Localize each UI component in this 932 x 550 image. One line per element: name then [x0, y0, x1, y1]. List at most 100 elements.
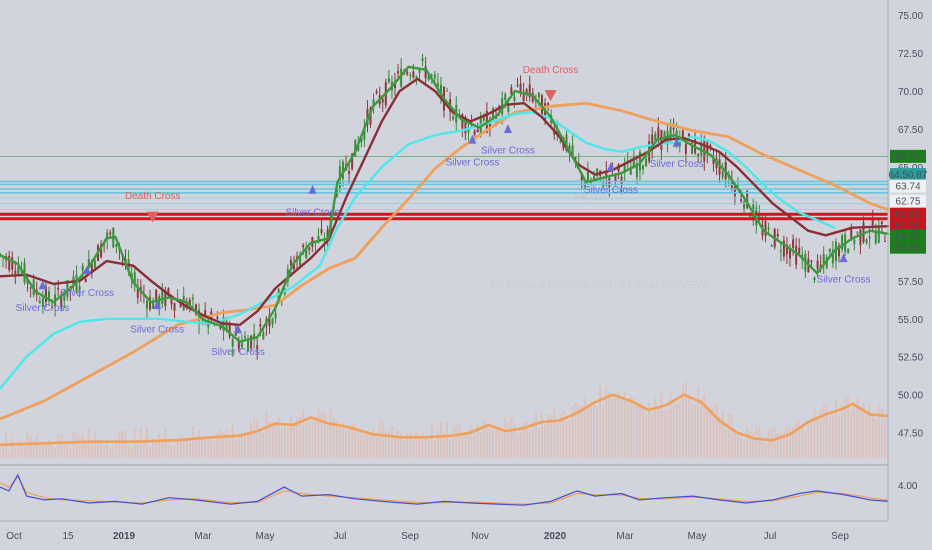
candle-body [228, 323, 231, 337]
watermark-subtitle: EC DEMA & (CALCULATED BY TRADINGVIEW) [491, 280, 709, 291]
candle-body [363, 126, 366, 140]
candle-body [476, 129, 479, 133]
candle-body [657, 127, 660, 142]
volume-bar [574, 402, 577, 459]
silver-cross-marker [308, 184, 317, 194]
volume-bar [822, 404, 825, 459]
volume-bar [195, 436, 197, 459]
candle-body [421, 58, 424, 61]
volume-bar [498, 430, 501, 459]
volume-bar [121, 429, 124, 459]
volume-bar [296, 418, 298, 459]
volume-bar [222, 432, 225, 459]
volume-bar [856, 397, 859, 459]
volume-bar [23, 446, 26, 459]
candle-body [302, 245, 305, 248]
candle-body [874, 232, 877, 244]
candle-body [274, 313, 277, 319]
volume-bar [440, 422, 442, 459]
volume-bar [700, 398, 703, 459]
volume-bar [492, 429, 494, 459]
candle-body [247, 339, 250, 352]
candle-body [292, 263, 295, 270]
volume-bar [32, 440, 35, 459]
volume-bar [816, 416, 819, 459]
candle-body [185, 301, 188, 308]
volume-bar [547, 414, 550, 459]
volume-bar [192, 426, 194, 459]
volume-bar [259, 428, 262, 459]
watermark-layer: FB, 1D EC DEMA & (CALCULATED BY TRADINGVI… [491, 192, 709, 291]
oscillator-tick-label: 4.00 [898, 481, 918, 492]
candle-body [84, 278, 87, 283]
volume-bar [188, 440, 191, 459]
candle-body [586, 171, 589, 182]
volume-bar [167, 440, 170, 459]
price-label-box [890, 240, 926, 254]
volume-bar [231, 425, 234, 459]
candle-body [525, 89, 528, 94]
candle-body [188, 299, 191, 306]
candle-body [268, 315, 271, 327]
x-tick-label: May [688, 531, 707, 542]
volume-bar [657, 406, 660, 459]
candle-body [862, 222, 865, 242]
candle-body [883, 240, 886, 242]
volume-bar [813, 407, 816, 459]
volume-bar [262, 431, 265, 459]
volume-bar [749, 431, 752, 459]
candle-body [847, 248, 850, 254]
volume-bar [2, 446, 4, 459]
volume-bar [819, 408, 822, 459]
volume-bar [51, 443, 53, 459]
volume-bar [241, 432, 243, 459]
volume-bar [482, 419, 485, 459]
volume-bar [703, 394, 706, 459]
y-tick-label: 55.00 [898, 315, 923, 326]
volume-bar [11, 438, 14, 459]
candle-body [216, 316, 219, 319]
silver-cross-label: Silver Cross [60, 288, 114, 299]
volume-bar [862, 403, 865, 459]
volume-bar [164, 428, 167, 459]
volume-bar [348, 427, 350, 459]
x-tick-label: 2019 [113, 531, 136, 542]
volume-bar [283, 423, 286, 459]
candle-body [90, 262, 93, 274]
volume-bar [798, 418, 801, 459]
series-ma_slow_cyan [0, 111, 836, 390]
volume-bar [476, 424, 479, 459]
volume-bar [626, 400, 629, 459]
volume-bar [779, 432, 782, 459]
candle-body [136, 288, 139, 298]
volume-bar [268, 421, 271, 459]
candle-body [733, 184, 736, 197]
volume-bar [90, 440, 93, 459]
volume-bar [724, 427, 727, 459]
volume-bar [746, 427, 749, 459]
candle-body [850, 227, 853, 239]
x-tick-label: 15 [62, 531, 74, 542]
price-label-box [890, 179, 926, 193]
volume-bar [479, 432, 482, 459]
candle-body [491, 108, 494, 121]
volume-bar [427, 440, 430, 459]
price-label-box [890, 194, 926, 208]
volume-bar [828, 416, 831, 459]
volume-bar [335, 421, 338, 459]
volume-bar [528, 431, 531, 459]
price-label-text: 62.75 [895, 197, 920, 208]
candle-body [608, 177, 611, 187]
volume-bar [541, 413, 543, 459]
silver-cross-label: Silver Cross [211, 347, 265, 358]
volume-bar [850, 409, 853, 459]
volume-bar [556, 423, 559, 459]
y-tick-label: 75.00 [898, 11, 923, 22]
volume-bar [237, 434, 240, 459]
volume-bar [730, 414, 733, 459]
volume-bar [146, 427, 148, 459]
candle-body [629, 168, 632, 175]
volume-bar [602, 404, 605, 459]
volume-bar [338, 424, 341, 459]
